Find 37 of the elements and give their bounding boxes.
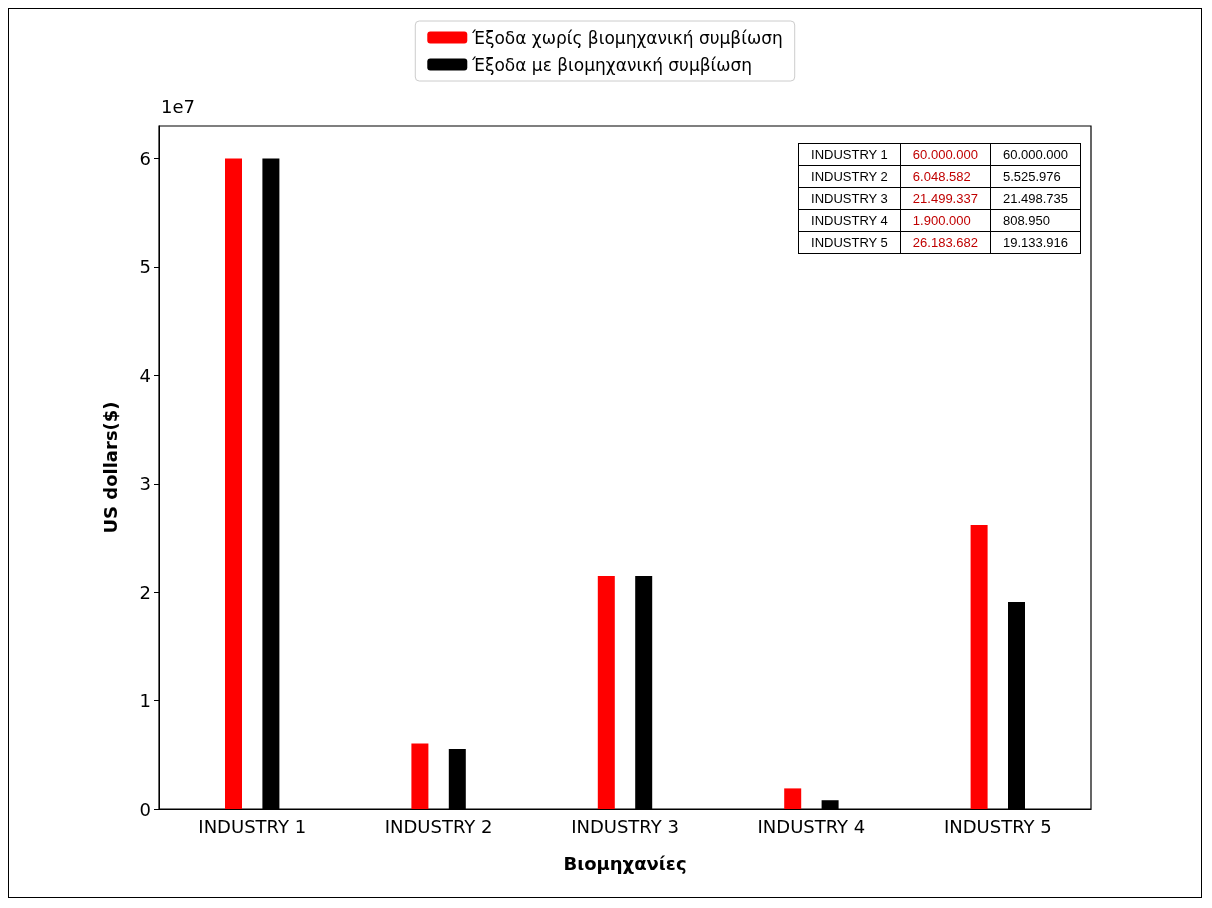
bar (225, 158, 242, 809)
annotation: INDUSTRY 1 (798, 143, 901, 166)
y-tick-label: 0 (139, 798, 151, 820)
bar (970, 524, 988, 809)
annotation: 60.000.000 (900, 143, 991, 166)
x-tick-label: INDUSTRY 2 (384, 815, 493, 837)
annotation: 1.900.000 (900, 209, 991, 232)
annotation: 60.000.000 (990, 143, 1081, 166)
y-tick-label: 3 (139, 473, 151, 495)
text: 1e7 (161, 95, 195, 117)
y-axis-title: US dollars($) (99, 401, 121, 534)
x-tick-label: INDUSTRY 3 (571, 815, 679, 837)
x-tick-label: INDUSTRY 5 (943, 815, 1052, 837)
annotation: INDUSTRY 5 (798, 231, 901, 254)
x-tick-label: INDUSTRY 1 (198, 815, 307, 837)
annotation: 21.499.337 (900, 187, 991, 210)
bar (411, 743, 429, 809)
x-tick-label: INDUSTRY 4 (757, 815, 866, 837)
annotation: INDUSTRY 3 (798, 187, 901, 210)
bar (784, 788, 802, 809)
legend-label: Έξοδα με βιομηχανική συμβίωση (471, 54, 753, 75)
annotation: 19.133.916 (990, 231, 1081, 254)
y-tick-label: 2 (139, 581, 151, 603)
annotation: 6.048.582 (900, 165, 991, 188)
annotation: 21.498.735 (990, 187, 1081, 210)
annotation: INDUSTRY 4 (798, 209, 901, 232)
y-tick-label: 1 (139, 690, 151, 712)
bar (597, 575, 615, 809)
y-tick-label: 5 (139, 256, 151, 278)
y-tick-label: 6 (139, 148, 151, 170)
annotation: 5.525.976 (990, 165, 1081, 188)
x-axis-title: Βιομηχανίες (563, 852, 687, 874)
annotation: INDUSTRY 2 (798, 165, 901, 188)
legend-label: Έξοδα χωρίς βιομηχανική συμβίωση (471, 27, 783, 48)
y-tick-label: 4 (139, 364, 151, 386)
annotation: 26.183.682 (900, 231, 991, 254)
annotation: 808.950 (990, 209, 1081, 232)
